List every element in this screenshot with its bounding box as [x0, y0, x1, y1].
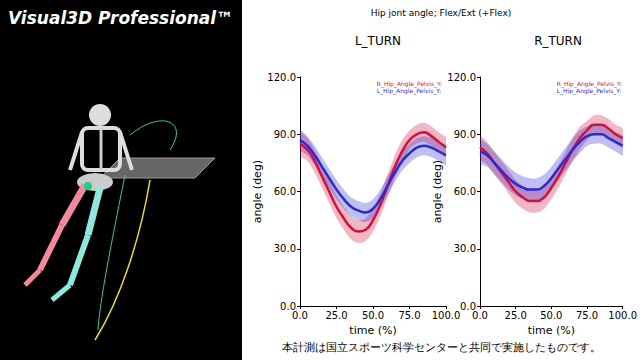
- svg-text:50.0: 50.0: [540, 310, 562, 321]
- svg-text:90.0: 90.0: [454, 129, 476, 140]
- svg-text:L_TURN: L_TURN: [355, 34, 401, 48]
- svg-text:30.0: 30.0: [274, 243, 296, 254]
- svg-text:L_Hip_Angle_Pelvis_Y:: L_Hip_Angle_Pelvis_Y:: [557, 87, 621, 95]
- svg-text:Hip jont angle; Flex/Ext (+Fle: Hip jont angle; Flex/Ext (+Flex): [371, 8, 512, 18]
- svg-text:angle (deg): angle (deg): [431, 160, 444, 223]
- svg-text:60.0: 60.0: [274, 186, 296, 197]
- svg-text:120.0: 120.0: [267, 72, 296, 83]
- html-text:本計測は国立スポーツ科学センターと共同で実施したものです。: 本計測は国立スポーツ科学センターと共同で実施したものです。: [281, 341, 601, 354]
- svg-text:L_Hip_Angle_Pelvis_Y:: L_Hip_Angle_Pelvis_Y:: [377, 87, 441, 95]
- svg-text:90.0: 90.0: [274, 129, 296, 140]
- svg-text:0.0: 0.0: [460, 300, 476, 312]
- svg-text:0.0: 0.0: [472, 310, 488, 321]
- svg-text:R_Hip_Angle_Pelvis_Y:: R_Hip_Angle_Pelvis_Y:: [556, 79, 622, 87]
- html-text:Visual3D Professional™: Visual3D Professional™: [8, 8, 234, 28]
- svg-text:75.0: 75.0: [576, 310, 598, 321]
- svg-text:75.0: 75.0: [398, 310, 420, 321]
- svg-text:R_Hip_Angle_Pelvis_Y:: R_Hip_Angle_Pelvis_Y:: [376, 79, 442, 87]
- svg-text:time (%): time (%): [349, 324, 396, 337]
- svg-text:25.0: 25.0: [325, 310, 347, 321]
- svg-text:100.0: 100.0: [608, 310, 637, 321]
- svg-text:time (%): time (%): [528, 324, 575, 337]
- svg-text:100.0: 100.0: [432, 310, 461, 321]
- svg-text:0.0: 0.0: [280, 300, 296, 312]
- svg-text:60.0: 60.0: [454, 186, 476, 197]
- svg-text:R_TURN: R_TURN: [534, 34, 582, 48]
- svg-text:25.0: 25.0: [505, 310, 527, 321]
- svg-text:50.0: 50.0: [362, 310, 384, 321]
- svg-text:30.0: 30.0: [454, 243, 476, 254]
- svg-text:angle (deg): angle (deg): [251, 160, 264, 223]
- svg-text:120.0: 120.0: [447, 72, 476, 83]
- svg-text:0.0: 0.0: [292, 310, 308, 321]
